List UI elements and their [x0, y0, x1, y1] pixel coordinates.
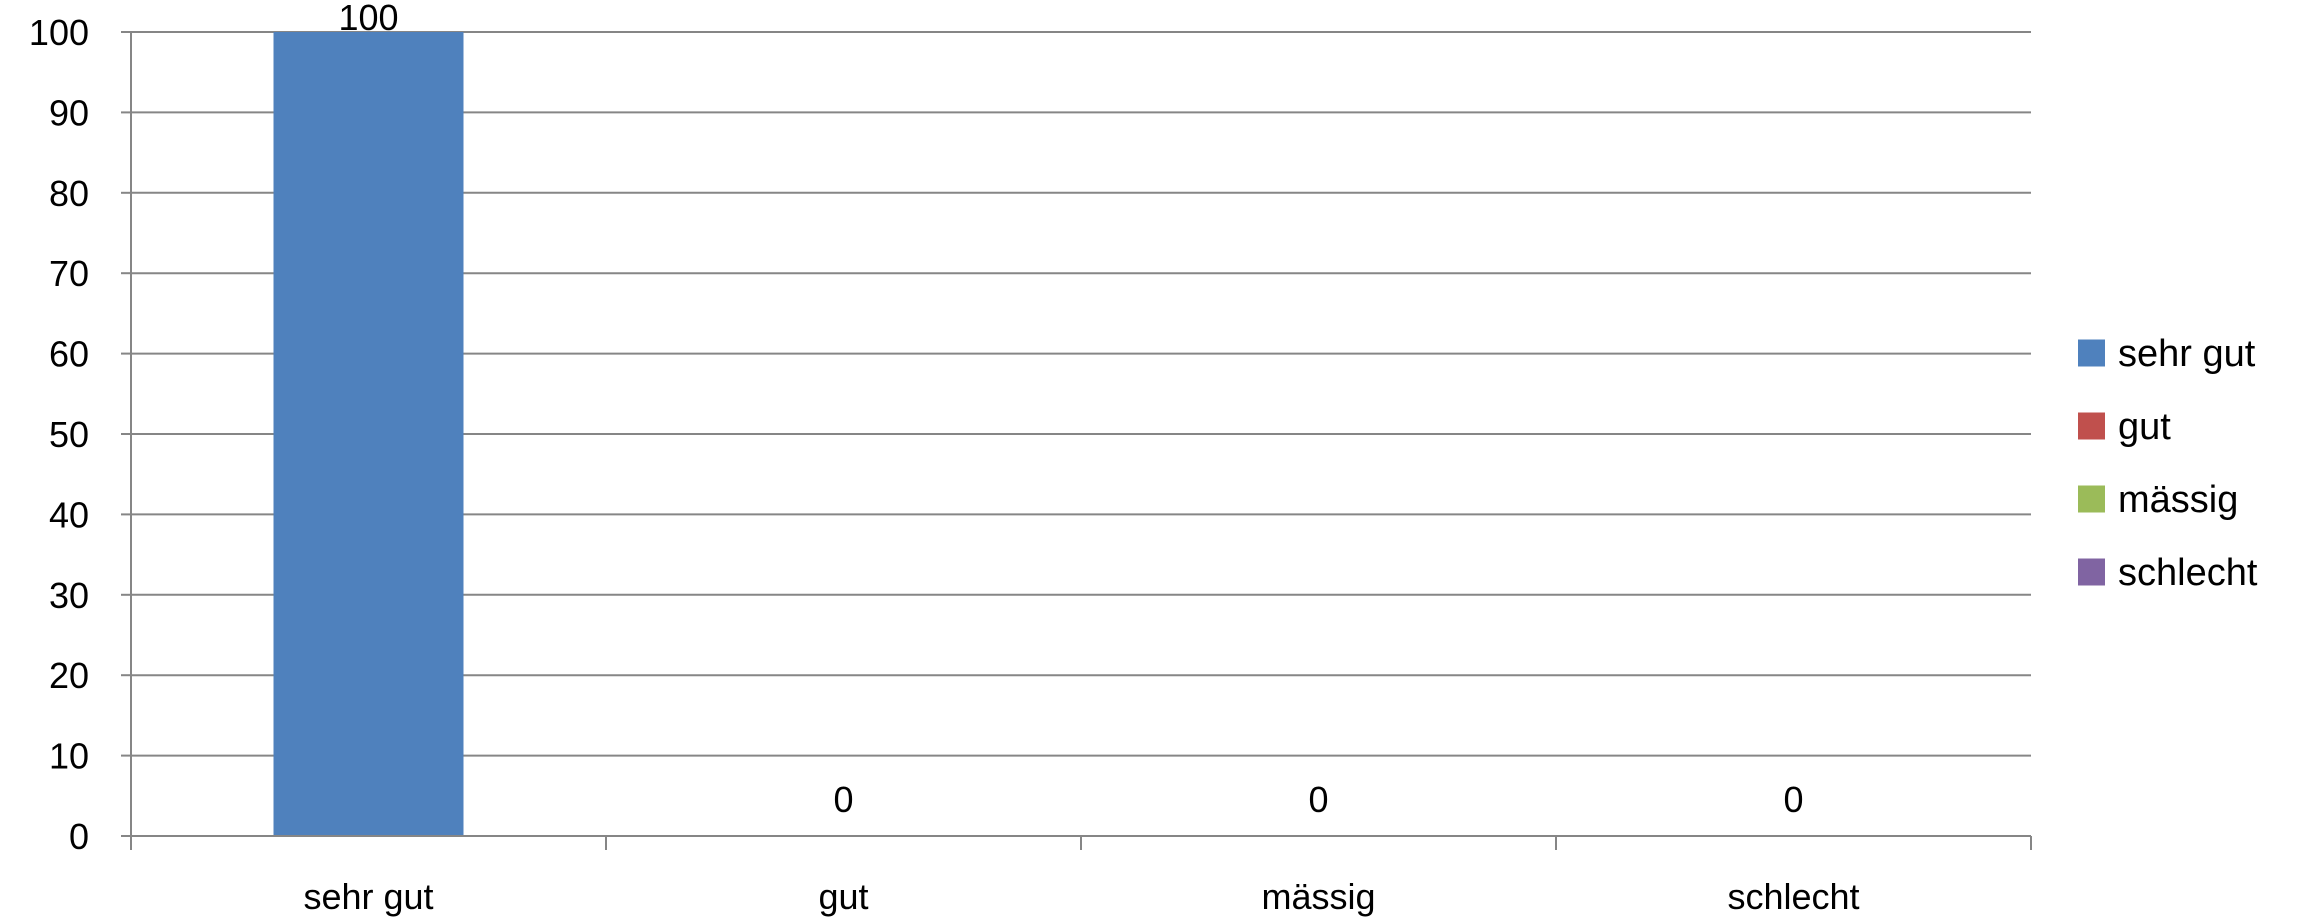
data-label: 100 [338, 0, 398, 38]
y-tick-label: 80 [49, 173, 89, 214]
legend-label: mässig [2118, 479, 2238, 521]
y-tick-label: 10 [49, 736, 89, 777]
legend-label: gut [2118, 406, 2171, 448]
legend-entry: mässig [2078, 479, 2238, 521]
x-axis-ticks: sehr gut gut mässig schlecht [303, 876, 1859, 917]
y-tick-label: 50 [49, 414, 89, 455]
axes [121, 31, 2032, 850]
bar-1 [273, 32, 464, 836]
x-tick-label: mässig [1261, 876, 1375, 917]
y-tick-label: 20 [49, 655, 89, 696]
x-tick-label: gut [818, 876, 868, 917]
legend: sehr gut gut mässig schlecht [2078, 333, 2258, 594]
x-tick-label: schlecht [1727, 876, 1859, 917]
legend-label: schlecht [2118, 552, 2258, 594]
legend-entry: sehr gut [2078, 333, 2256, 375]
y-tick-label: 90 [49, 92, 89, 133]
y-axis-ticks: 0 10 20 30 40 50 60 70 80 90 100 [29, 12, 89, 857]
bars [273, 32, 464, 836]
x-tick-label: sehr gut [303, 876, 433, 917]
legend-swatch [2078, 485, 2105, 513]
y-tick-label: 40 [49, 494, 89, 535]
data-labels: 100 0 0 0 [338, 0, 1803, 820]
legend-entry: gut [2078, 406, 2171, 448]
legend-entry: schlecht [2078, 552, 2258, 594]
legend-swatch [2078, 412, 2105, 440]
y-tick-label: 100 [29, 12, 89, 53]
data-label: 0 [833, 779, 853, 820]
y-tick-label: 70 [49, 253, 89, 294]
data-label: 0 [1783, 779, 1803, 820]
y-tick-label: 60 [49, 334, 89, 375]
data-label: 0 [1308, 779, 1328, 820]
legend-swatch [2078, 558, 2105, 586]
y-tick-label: 30 [49, 575, 89, 616]
legend-swatch [2078, 339, 2105, 367]
y-tick-label: 0 [69, 816, 89, 857]
legend-label: sehr gut [2118, 333, 2256, 375]
